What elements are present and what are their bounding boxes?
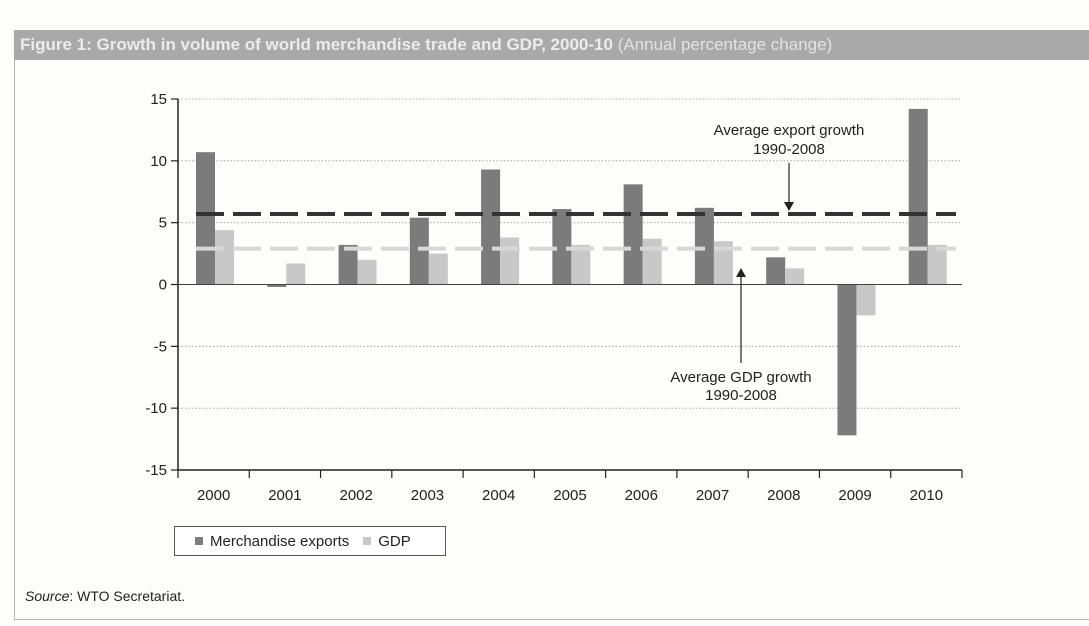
figure-title-main: Figure 1: Growth in volume of world merc… (20, 35, 613, 54)
gdp-average-label-line1: Average GDP growth (670, 369, 811, 386)
bar-exports-2008 (766, 257, 786, 285)
xtick-label-2002: 2002 (339, 487, 372, 504)
bar-gdp-2005 (571, 244, 591, 285)
bar-gdp-2007 (713, 241, 733, 285)
ytick-label-0: 0 (159, 277, 167, 294)
ytick-label-15: 15 (150, 91, 167, 108)
source-label: Source (25, 588, 70, 604)
bars (196, 108, 947, 436)
export-average-label-line2: 1990-2008 (753, 141, 825, 158)
ytick-label-10: 10 (150, 153, 167, 170)
xtick-label-2009: 2009 (838, 487, 871, 504)
source-note: Source: WTO Secretariat. (25, 588, 186, 604)
legend-swatch-gdp (363, 537, 372, 545)
bar-gdp-2008 (785, 268, 805, 285)
xtick-label-2006: 2006 (625, 487, 658, 504)
average-lines (196, 212, 956, 251)
gdp-average-label-line2: 1990-2008 (705, 387, 777, 404)
bar-exports-2007 (694, 207, 714, 285)
figure-subtitle: (Annual percentage change) (617, 35, 833, 54)
bar-gdp-2009 (856, 284, 876, 316)
xtick-label-2005: 2005 (553, 487, 586, 504)
bar-exports-2004 (481, 169, 501, 285)
bar-gdp-2004 (500, 237, 520, 285)
bar-gdp-2003 (428, 253, 448, 285)
bar-gdp-2010 (927, 244, 947, 285)
xtick-label-2007: 2007 (696, 487, 729, 504)
bar-exports-2006 (623, 184, 643, 285)
xtick-label-2004: 2004 (482, 487, 515, 504)
title-bar (14, 30, 1089, 60)
bar-exports-2001 (267, 284, 287, 287)
legend-swatch-exports (195, 537, 203, 545)
bar-exports-2003 (409, 217, 429, 285)
frame-bottom-border (14, 619, 1089, 620)
ytick-label--10: -10 (145, 400, 167, 417)
xtick-label-2000: 2000 (197, 487, 230, 504)
legend: Merchandise exports GDP (174, 526, 446, 556)
ytick-label--5: -5 (154, 338, 167, 355)
legend-label-gdp: GDP (378, 532, 411, 550)
legend-label-exports: Merchandise exports (210, 532, 350, 550)
source-text: WTO Secretariat. (77, 588, 186, 604)
bar-exports-2002 (338, 244, 358, 285)
export-average-label-line1: Average export growth (714, 122, 865, 139)
xtick-label-2003: 2003 (411, 487, 444, 504)
axes (171, 98, 963, 478)
gdp-average-arrowhead (736, 268, 746, 277)
bar-gdp-2000 (215, 230, 234, 285)
tick-labels: 15 10 5 0 -5 -10 -15 2000 2001 2002 2003 2004 2005 20… (145, 91, 943, 504)
legend-item-exports: Merchandise exports (195, 533, 349, 550)
ytick-label-5: 5 (159, 215, 167, 232)
bar-gdp-2002 (357, 259, 377, 285)
bar-gdp-2006 (642, 238, 662, 285)
xtick-label-2008: 2008 (767, 487, 800, 504)
bar-exports-2000 (196, 152, 215, 285)
bar-exports-2009 (837, 284, 857, 436)
ytick-label--15: -15 (145, 462, 167, 479)
xtick-label-2010: 2010 (910, 487, 943, 504)
frame-left-border (14, 60, 15, 620)
bar-exports-2010 (908, 108, 928, 285)
export-average-arrowhead (784, 202, 794, 211)
legend-item-gdp: GDP (363, 533, 411, 550)
xtick-label-2001: 2001 (268, 487, 301, 504)
bar-exports-2005 (552, 209, 572, 285)
bar-gdp-2001 (286, 263, 306, 285)
figure-title: Figure 1: Growth in volume of world merc… (20, 35, 832, 55)
